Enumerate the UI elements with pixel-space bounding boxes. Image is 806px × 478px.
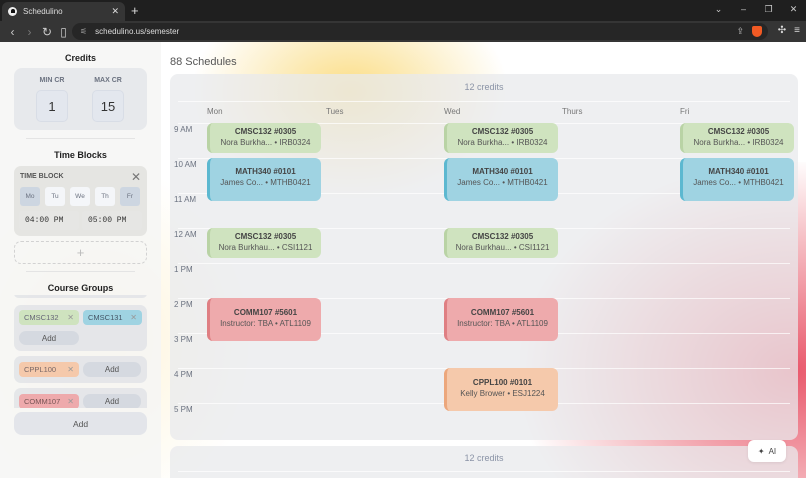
course-chip: CPPL100 ✕	[19, 362, 79, 377]
day-toggle-fr[interactable]: Fr	[120, 187, 140, 206]
add-course-group-button[interactable]: Add	[14, 412, 147, 435]
tab-title: Schedulino	[23, 7, 63, 16]
end-time-input[interactable]: 05:00 PM	[82, 211, 142, 230]
schedule-card[interactable]: 12 credits Mon Tues Wed Thurs Fri 9 AM 1…	[170, 74, 798, 440]
credits-heading: Credits	[64, 53, 96, 63]
new-tab-button[interactable]: +	[131, 3, 139, 18]
course-chip: COMM107 ✕	[19, 394, 79, 408]
class-event-cppl100[interactable]: CPPL100 #0101 Kelly Brower • ESJ1224	[444, 368, 558, 411]
forward-icon[interactable]: ›	[27, 24, 32, 39]
sparkle-icon: ✦	[757, 446, 765, 456]
class-event-cmsc132[interactable]: CMSC132 #0305 Nora Burkha... • IRB0324	[680, 123, 794, 153]
hour-label: 12 AM	[174, 230, 197, 239]
class-event-cmsc132[interactable]: CMSC132 #0305 Nora Burkha... • IRB0324	[207, 123, 321, 153]
day-toggle-we[interactable]: We	[70, 187, 90, 206]
divider	[26, 271, 135, 272]
add-course-button[interactable]: Add	[19, 331, 79, 345]
day-toggle-mo[interactable]: Mo	[20, 187, 40, 206]
schedulino-favicon-icon	[8, 7, 17, 16]
bookmark-icon[interactable]: ▯	[60, 24, 67, 39]
schedules-main: 88 Schedules 12 credits Mon Tues Wed Thu…	[170, 42, 806, 478]
hour-label: 9 AM	[174, 125, 193, 134]
back-icon[interactable]: ‹	[10, 24, 15, 39]
reload-icon[interactable]: ↻	[42, 24, 53, 39]
divider	[178, 101, 790, 102]
day-header-mon: Mon	[207, 107, 223, 116]
tab-search-icon[interactable]: ⌄	[714, 3, 723, 14]
remove-course-icon[interactable]: ✕	[67, 313, 74, 322]
sidebar: Credits MIN CR 1 MAX CR 15 Time Blocks T…	[0, 42, 161, 478]
close-window-icon[interactable]: ✕	[789, 3, 798, 14]
hour-label: 11 AM	[174, 195, 197, 204]
schedule-count: 88 Schedules	[170, 56, 237, 68]
schedule-card[interactable]: 12 credits	[170, 446, 798, 478]
course-chip: CMSC132 ✕	[19, 310, 79, 325]
hour-label: 3 PM	[174, 335, 193, 344]
remove-time-block-icon[interactable]: ✕	[130, 170, 141, 184]
browser-tab-strip: Schedulino ✕ + ⌄ – ❐ ✕	[0, 0, 806, 21]
plus-icon: +	[76, 245, 85, 260]
class-event-cmsc132[interactable]: CMSC132 #0305 Nora Burkhau... • CSI1121	[444, 228, 558, 258]
course-group: COMM107 ✕ Add	[14, 388, 147, 408]
add-course-button[interactable]: Add	[83, 362, 141, 377]
remove-course-icon[interactable]: ✕	[130, 313, 137, 322]
schedule-credits: 12 credits	[464, 453, 504, 463]
day-header-fri: Fri	[680, 107, 690, 116]
class-event-comm107[interactable]: COMM107 #5601 Instructor: TBA • ATL1109	[444, 298, 558, 341]
hour-label: 2 PM	[174, 300, 193, 309]
browser-toolbar: ‹ › ↻ ▯ ⚟ schedulino.us/semester ⇪ ✣ ≡	[0, 21, 806, 42]
course-group-partial	[14, 295, 147, 298]
hour-label: 10 AM	[174, 160, 197, 169]
day-header-thurs: Thurs	[562, 107, 583, 116]
course-group: CPPL100 ✕ Add	[14, 356, 147, 383]
hour-label: 4 PM	[174, 370, 193, 379]
max-credits-label: MAX CR	[94, 77, 122, 84]
class-event-math340[interactable]: MATH340 #0101 James Co... • MTHB0421	[444, 158, 558, 201]
time-block-card: TIME BLOCK ✕ Mo Tu We Th Fr 04:00 PM 05:…	[14, 166, 147, 236]
course-group: CMSC132 ✕ CMSC131 ✕ Add	[14, 305, 147, 351]
time-blocks-heading: Time Blocks	[54, 150, 107, 160]
class-event-comm107[interactable]: COMM107 #5601 Instructor: TBA • ATL1109	[207, 298, 321, 341]
max-credits-input[interactable]: 15	[92, 90, 124, 122]
class-event-math340[interactable]: MATH340 #0101 James Co... • MTHB0421	[680, 158, 794, 201]
course-groups-list[interactable]: CMSC132 ✕ CMSC131 ✕ Add CPPL100 ✕ Add CO…	[14, 295, 147, 408]
minimize-icon[interactable]: –	[740, 4, 746, 14]
remove-course-icon[interactable]: ✕	[67, 365, 74, 374]
class-event-cmsc132[interactable]: CMSC132 #0305 Nora Burkhau... • CSI1121	[207, 228, 321, 258]
menu-icon[interactable]: ≡	[794, 25, 800, 36]
extensions-icon[interactable]: ✣	[777, 25, 787, 36]
divider	[26, 138, 135, 139]
remove-course-icon[interactable]: ✕	[67, 397, 74, 406]
day-header-tues: Tues	[326, 107, 344, 116]
url-text: schedulino.us/semester	[95, 27, 180, 36]
day-header-wed: Wed	[444, 107, 461, 116]
day-toggle-tu[interactable]: Tu	[45, 187, 65, 206]
add-time-block-button[interactable]: +	[14, 241, 147, 264]
brave-shields-icon[interactable]	[752, 26, 762, 37]
day-toggle-th[interactable]: Th	[95, 187, 115, 206]
schedule-credits: 12 credits	[464, 82, 504, 92]
app-page: Credits MIN CR 1 MAX CR 15 Time Blocks T…	[0, 42, 806, 478]
address-bar[interactable]: ⚟ schedulino.us/semester ⇪	[72, 23, 768, 40]
time-block-label: TIME BLOCK	[20, 173, 64, 180]
divider	[178, 471, 790, 472]
site-settings-icon[interactable]: ⚟	[80, 27, 88, 36]
ai-assistant-button[interactable]: ✦ AI	[748, 440, 786, 462]
course-chip: CMSC131 ✕	[83, 310, 142, 325]
restore-icon[interactable]: ❐	[764, 3, 773, 14]
browser-tab[interactable]: Schedulino ✕	[2, 2, 125, 21]
class-event-cmsc132[interactable]: CMSC132 #0305 Nora Burkha... • IRB0324	[444, 123, 558, 153]
credits-panel: MIN CR 1 MAX CR 15	[14, 68, 147, 130]
hour-label: 1 PM	[174, 265, 193, 274]
class-event-math340[interactable]: MATH340 #0101 James Co... • MTHB0421	[207, 158, 321, 201]
start-time-input[interactable]: 04:00 PM	[19, 211, 79, 230]
min-credits-label: MIN CR	[39, 77, 65, 84]
min-credits-input[interactable]: 1	[36, 90, 68, 122]
add-course-button[interactable]: Add	[83, 394, 141, 408]
share-icon[interactable]: ⇪	[736, 26, 744, 36]
course-groups-heading: Course Groups	[47, 283, 114, 293]
hour-label: 5 PM	[174, 405, 193, 414]
close-tab-icon[interactable]: ✕	[111, 6, 119, 16]
